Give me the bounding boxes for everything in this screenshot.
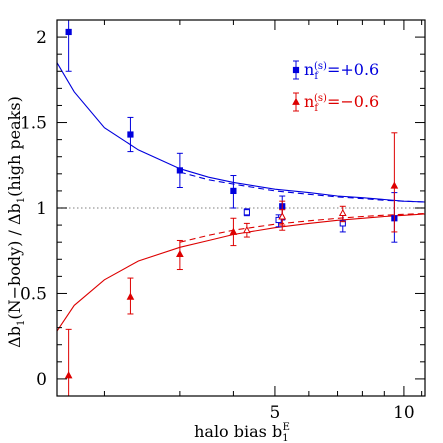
curve-dashed-1 [179, 171, 426, 203]
data-points [64, 20, 399, 396]
legend-label: nf(s)=+0.6 [304, 60, 379, 82]
curve-solid-2 [56, 213, 426, 332]
y-tick-label: 0.5 [20, 284, 47, 304]
model-curves [56, 62, 426, 332]
y-axis-label-pre: Δb [5, 326, 24, 348]
x-axis-label-sup: E [283, 422, 290, 433]
legend-entry-1: nf(s)=−0.6 [292, 92, 379, 114]
legend-label: nf(s)=−0.6 [304, 92, 379, 114]
data-point [230, 187, 237, 195]
y-tick-label: 0 [36, 370, 47, 390]
legend-label-value: =−0.6 [327, 92, 379, 111]
legend-label-sub: f [314, 71, 319, 82]
y-tick-label: 1.5 [20, 114, 47, 134]
data-point [65, 28, 72, 36]
data-point [176, 167, 183, 174]
y-axis-label-sub1: 1 [16, 320, 27, 326]
x-axis-label-main: halo bias b [194, 422, 282, 441]
x-axis-label-sub: 1 [282, 433, 288, 443]
y-axis-label-sub2: 1 [16, 197, 27, 203]
legend-label-sup: (s) [314, 93, 327, 104]
y-axis-label-post: (high peaks) [5, 96, 24, 197]
legend-marker [292, 66, 300, 74]
data-point [243, 225, 251, 234]
data-point [278, 212, 287, 220]
y-tick-label: 2 [36, 28, 47, 48]
y-tick-label: 1 [36, 199, 47, 219]
data-point [229, 227, 238, 235]
axis-ticks: 0 0.5 1 1.5 2 5 10 [20, 19, 425, 423]
x-tick-label: 10 [393, 403, 415, 423]
legend-label-main: n [304, 92, 314, 111]
series-3 [243, 205, 347, 238]
data-point [243, 209, 250, 216]
data-point [176, 249, 184, 258]
y-axis-label-mid: (N−body) / Δb [5, 203, 24, 319]
legend-label-value: =+0.6 [327, 60, 379, 79]
x-axis-label: halo bias b1E [194, 422, 290, 443]
legend-marker [292, 97, 300, 105]
legend-label-main: n [304, 60, 314, 79]
legend-label-sup: (s) [314, 61, 327, 72]
data-point [338, 208, 347, 217]
data-point [126, 292, 135, 300]
curve-solid-0 [56, 62, 426, 203]
data-point [390, 181, 399, 189]
series-0 [65, 20, 398, 243]
legend-label-sub: f [314, 103, 319, 114]
legend-entry-0: nf(s)=+0.6 [292, 60, 379, 82]
data-point [127, 131, 134, 138]
curve-dashed-3 [179, 212, 426, 243]
series-1 [243, 208, 346, 233]
series-2 [64, 132, 399, 396]
x-tick-label: 5 [270, 403, 281, 423]
legend: nf(s)=+0.6nf(s)=−0.6 [292, 60, 379, 114]
data-point [64, 371, 73, 379]
y-axis-label: Δb1(N−body) / Δb1(high peaks) [5, 96, 27, 348]
data-point [275, 216, 282, 224]
